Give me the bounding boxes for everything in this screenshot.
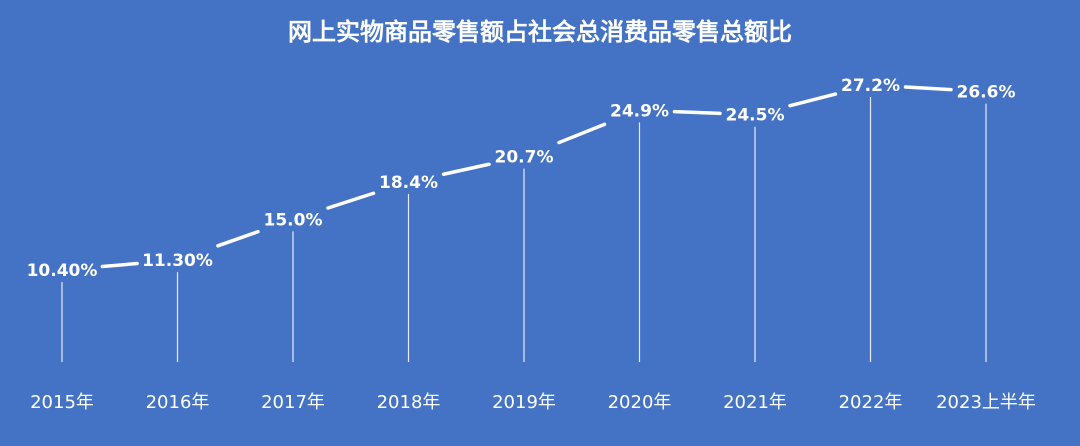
data-label: 24.9% xyxy=(610,101,669,121)
x-tick-label: 2020年 xyxy=(608,392,672,413)
series-line-segment xyxy=(903,85,953,92)
x-tick-label: 2023上半年 xyxy=(936,392,1036,413)
x-tick-label: 2016年 xyxy=(146,392,210,413)
series-line-segment xyxy=(672,109,722,116)
data-label: 26.6% xyxy=(957,83,1016,103)
x-tick-label: 2018年 xyxy=(377,392,441,413)
series-line-segment xyxy=(326,191,376,210)
series-line-segment xyxy=(557,122,607,145)
x-tick-label: 2017年 xyxy=(261,392,325,413)
x-tick-label: 2015年 xyxy=(30,392,94,413)
data-label: 27.2% xyxy=(841,76,900,96)
drop-lines-group xyxy=(61,97,987,362)
x-axis-tick-labels: 2015年 2016年 2017年 2018年 2019年 2020年 2021年 2022年… xyxy=(30,392,1036,413)
series-line-segment xyxy=(216,229,260,248)
series-line-segment xyxy=(788,92,838,108)
data-label: 15.0% xyxy=(264,210,323,230)
data-labels-group: 10.40% 11.30% 15.0% 18.4% 20.7% 24.9% 24.5% 27.… xyxy=(27,76,1016,281)
series-line-group xyxy=(100,85,953,269)
data-label: 10.40% xyxy=(27,261,98,281)
chart-title: 网上实物商品零售额占社会总消费品零售总额比 xyxy=(288,18,792,46)
x-tick-label: 2021年 xyxy=(723,392,787,413)
x-tick-label: 2022年 xyxy=(839,392,903,413)
series-line-segment xyxy=(100,261,139,269)
series-line-segment xyxy=(441,162,491,176)
data-label: 18.4% xyxy=(379,173,438,193)
data-label: 24.5% xyxy=(726,106,785,126)
x-tick-label: 2019年 xyxy=(492,392,556,413)
data-label: 11.30% xyxy=(142,251,213,271)
data-label: 20.7% xyxy=(495,148,554,168)
